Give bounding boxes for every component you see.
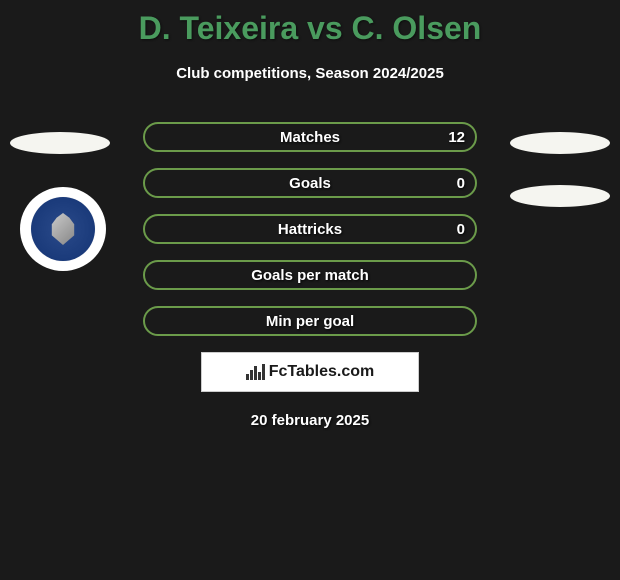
stat-label: Goals — [289, 175, 331, 192]
attribution-text: FcTables.com — [269, 363, 375, 381]
stat-row-goals-per-match: Goals per match — [143, 260, 477, 290]
stat-label: Min per goal — [266, 313, 354, 330]
chart-icon — [246, 364, 265, 380]
club-badge-inner — [31, 197, 95, 261]
stat-value-right: 0 — [457, 175, 465, 192]
stat-row-min-per-goal: Min per goal — [143, 306, 477, 336]
stats-container: Matches 12 Goals 0 Hattricks 0 Goals per… — [0, 122, 620, 429]
player-right-oval-1 — [510, 132, 610, 154]
stat-value-right: 12 — [448, 129, 465, 146]
stat-row-hattricks: Hattricks 0 — [143, 214, 477, 244]
chart-bar — [246, 374, 249, 380]
stat-label: Goals per match — [251, 267, 369, 284]
chart-bar — [262, 364, 265, 380]
stat-value-right: 0 — [457, 221, 465, 238]
stat-label: Hattricks — [278, 221, 342, 238]
date-text: 20 february 2025 — [0, 412, 620, 429]
attribution-box: FcTables.com — [201, 352, 419, 392]
chart-bar — [258, 372, 261, 380]
owl-icon — [47, 213, 79, 245]
chart-bar — [250, 370, 253, 380]
page-title: D. Teixeira vs C. Olsen — [0, 0, 620, 47]
chart-bar — [254, 366, 257, 380]
stat-row-matches: Matches 12 — [143, 122, 477, 152]
club-badge — [20, 187, 106, 271]
subtitle: Club competitions, Season 2024/2025 — [0, 65, 620, 82]
player-right-oval-2 — [510, 185, 610, 207]
stat-label: Matches — [280, 129, 340, 146]
player-left-oval — [10, 132, 110, 154]
stat-row-goals: Goals 0 — [143, 168, 477, 198]
